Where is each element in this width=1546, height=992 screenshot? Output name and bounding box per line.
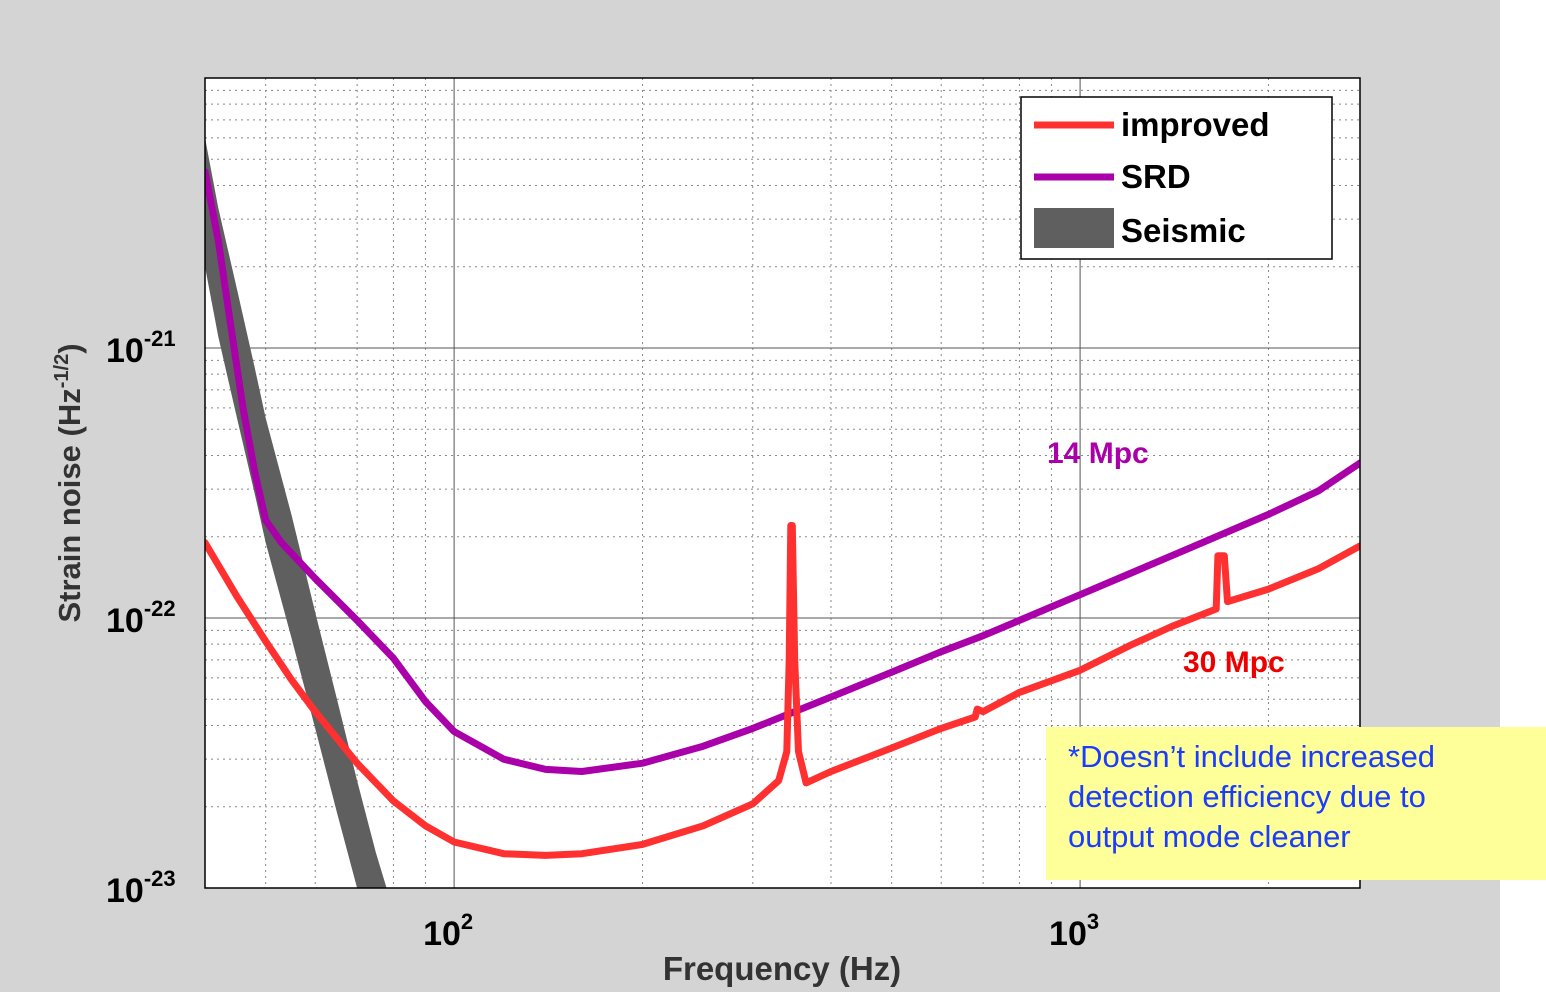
plot-frame bbox=[204, 77, 1361, 889]
note-line: detection efficiency due to bbox=[1068, 779, 1426, 814]
note-line: *Doesn’t include increased bbox=[1068, 739, 1436, 774]
x-tick-base: 10 bbox=[423, 915, 461, 953]
y-tick-exponent: -22 bbox=[144, 596, 176, 621]
legend-label-srd: SRD bbox=[1121, 158, 1191, 195]
annotation-14-mpc: 14 Mpc bbox=[1047, 437, 1149, 470]
legend-label-improved: improved bbox=[1121, 106, 1270, 143]
series-layer bbox=[205, 137, 1360, 888]
y-axis-title-text: Strain noise (Hz bbox=[52, 388, 87, 622]
series-improved-line bbox=[205, 522, 1360, 859]
y-tick-base: 10 bbox=[106, 872, 144, 910]
note-line: output mode cleaner bbox=[1068, 819, 1351, 854]
x-tick-label: 103 bbox=[1049, 909, 1099, 953]
y-tick-base: 10 bbox=[106, 332, 144, 370]
y-tick-label: 10-23 bbox=[106, 866, 176, 910]
y-axis-title-close: ) bbox=[52, 343, 87, 353]
x-axis-title: Frequency (Hz) bbox=[663, 950, 901, 987]
note-box: *Doesn’t include increased detection eff… bbox=[1046, 727, 1546, 880]
series-srd-line bbox=[205, 168, 1360, 775]
legend-label-seismic: Seismic bbox=[1121, 212, 1246, 249]
y-tick-exponent: -21 bbox=[144, 326, 176, 351]
x-tick-exponent: 2 bbox=[461, 909, 473, 934]
legend: improved SRD Seismic bbox=[1020, 96, 1333, 260]
y-tick-label: 10-22 bbox=[106, 596, 176, 640]
minor-grid bbox=[205, 78, 1360, 888]
y-axis-title-exponent: -1/2 bbox=[51, 354, 73, 388]
y-axis-title: Strain noise (Hz-1/2) bbox=[51, 343, 87, 622]
y-tick-base: 10 bbox=[106, 602, 144, 640]
y-tick-exponent: -23 bbox=[144, 866, 176, 891]
x-tick-exponent: 3 bbox=[1087, 909, 1099, 934]
y-tick-label: 10-21 bbox=[106, 326, 176, 370]
x-tick-label: 102 bbox=[423, 909, 473, 953]
legend-swatch-seismic bbox=[1034, 208, 1114, 248]
x-tick-base: 10 bbox=[1049, 915, 1087, 953]
annotation-30-mpc: 30 Mpc bbox=[1183, 646, 1285, 679]
